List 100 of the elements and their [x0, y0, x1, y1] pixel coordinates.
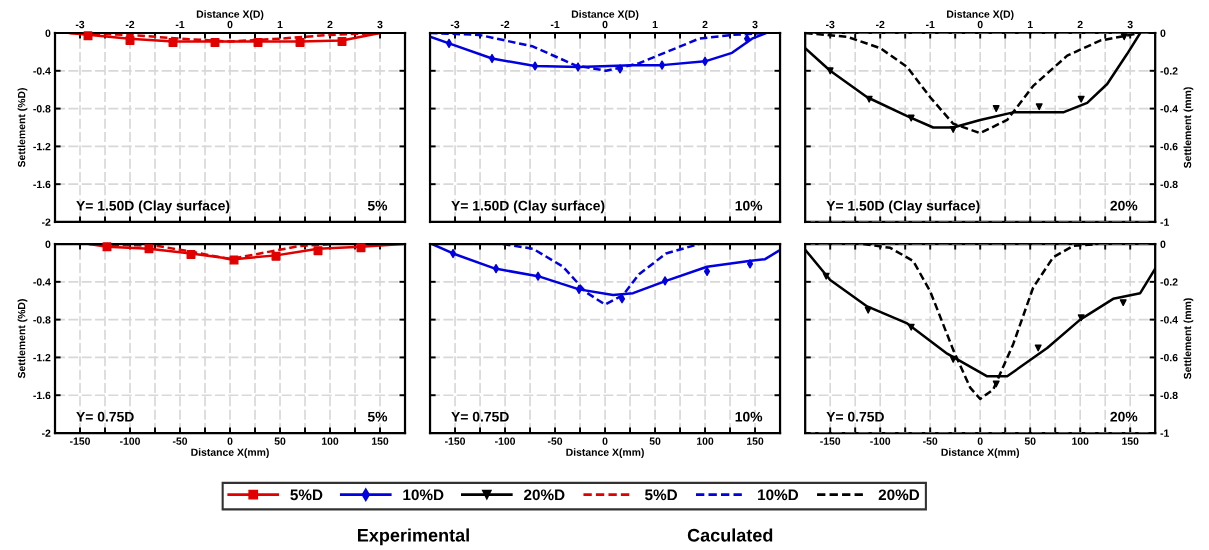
y-tick-label: -0.8 — [33, 105, 51, 113]
x-tick-label: 3 — [1127, 20, 1133, 29]
x-tick-label: 150 — [747, 437, 764, 445]
x-tick-label: -2 — [500, 20, 510, 29]
annotation: 5% — [367, 411, 388, 422]
x-tick-label: 50 — [649, 437, 661, 445]
point — [658, 60, 666, 70]
y2-axis-title: Settlement (mm) — [1183, 87, 1194, 168]
y2-tick-label: -0.8 — [1160, 180, 1178, 189]
x-tick-label: 3 — [377, 20, 383, 29]
x-tick-label: 100 — [1072, 437, 1089, 445]
x-tick-label: 2 — [702, 20, 708, 29]
point — [949, 355, 957, 363]
y-tick-label: 0 — [45, 29, 51, 37]
x-tick-label: 0 — [227, 437, 233, 445]
point — [907, 114, 915, 122]
y-tick-label: -1.2 — [33, 353, 51, 362]
y2-tick-label: -0.6 — [1160, 353, 1178, 362]
point — [616, 64, 624, 74]
x-tick-label: -100 — [495, 437, 516, 445]
y-axis-title: Settlement (%D) — [17, 88, 28, 168]
point — [1120, 33, 1128, 41]
x-tick-label: -1 — [925, 20, 935, 29]
x-tick-label: -3 — [825, 20, 835, 29]
x-axis-title: Distance X(D) — [571, 10, 639, 20]
annotation: Y= 0.75D — [451, 411, 509, 422]
y2-tick-label: -0.4 — [1160, 316, 1178, 324]
point — [822, 272, 830, 280]
y2-tick-label: -0.4 — [1160, 105, 1178, 113]
x-tick-label: 150 — [371, 437, 389, 445]
y2-tick-label: -0.2 — [1160, 278, 1178, 286]
annotation: 20% — [1110, 200, 1138, 211]
annotation: 10% — [735, 200, 763, 211]
annotation: 5% — [367, 200, 388, 211]
x-tick-label: 2 — [1077, 20, 1083, 29]
point — [534, 271, 542, 281]
y2-tick-label: -1 — [1160, 429, 1170, 437]
y-tick-label: 0 — [45, 240, 51, 248]
x-tick-label: -100 — [119, 437, 141, 445]
x-axis-title: Distance X(D) — [196, 10, 264, 20]
x-tick-label: 0 — [602, 437, 608, 445]
x-tick-label: -50 — [172, 437, 188, 445]
point — [701, 56, 709, 66]
y-tick-label: -1.2 — [33, 142, 51, 151]
point — [992, 105, 1000, 113]
point — [1119, 299, 1127, 307]
annotation: 20% — [1110, 411, 1138, 422]
annotation: Y= 0.75D — [826, 411, 884, 422]
legend-label: 10%D — [758, 489, 799, 501]
y2-tick-label: -0.2 — [1160, 67, 1178, 75]
point — [449, 248, 457, 259]
y-tick-label: -1.6 — [33, 391, 51, 400]
legend-label: 5%D — [290, 489, 323, 501]
y2-tick-label: -0.8 — [1160, 391, 1178, 400]
y2-axis-title: Settlement (mm) — [1183, 298, 1194, 380]
x-tick-label: -1 — [550, 20, 560, 29]
x-tick-label: -2 — [875, 20, 885, 29]
x-tick-label: 1 — [652, 20, 658, 29]
x-tick-label: -150 — [445, 437, 466, 445]
y-tick-label: -0.4 — [33, 278, 51, 286]
point — [703, 266, 711, 277]
x-tick-label: 3 — [752, 20, 758, 29]
point — [1077, 314, 1085, 322]
annotation: Y= 0.75D — [76, 411, 134, 422]
x-tick-label: -100 — [870, 437, 891, 445]
x-tick-label: 100 — [321, 437, 339, 445]
legend-label: 10%D — [403, 489, 444, 501]
point — [575, 284, 583, 295]
point — [531, 61, 539, 71]
y2-tick-label: -1 — [1160, 218, 1170, 226]
annotation: Y= 1.50D (Clay surface) — [826, 200, 980, 214]
x-tick-label: 2 — [327, 20, 333, 29]
text: Caculated — [687, 528, 773, 542]
point — [618, 294, 626, 304]
x-tick-label: 1 — [277, 20, 283, 29]
annotation: Y= 1.50D (Clay surface) — [76, 200, 230, 214]
point — [1077, 95, 1085, 103]
x-tick-label: -3 — [450, 20, 460, 29]
x-tick-label: -150 — [820, 437, 841, 445]
y2-tick-label: 0 — [1160, 29, 1166, 37]
annotation: 10% — [735, 411, 763, 422]
point — [826, 67, 834, 75]
x-tick-label: -50 — [547, 437, 563, 445]
x-tick-label: 1 — [1027, 20, 1033, 29]
text: Experimental — [357, 528, 469, 546]
x-axis-title: Distance X(mm) — [191, 448, 269, 458]
legend-label: 5%D — [645, 489, 678, 501]
legend-label: 20%D — [524, 489, 565, 501]
x-tick-label: 150 — [1122, 437, 1139, 445]
y-axis-title: Settlement (%D) — [17, 299, 28, 379]
point — [746, 259, 754, 269]
point — [743, 34, 751, 44]
point — [949, 125, 957, 133]
x-tick-label: -150 — [69, 437, 91, 445]
point — [864, 306, 872, 314]
x-tick-label: 0 — [977, 437, 983, 445]
x-axis-title: Distance X(D) — [947, 10, 1014, 20]
point — [445, 38, 453, 49]
x-tick-label: 0 — [227, 20, 233, 29]
x-axis-title: Distance X(mm) — [941, 448, 1020, 458]
